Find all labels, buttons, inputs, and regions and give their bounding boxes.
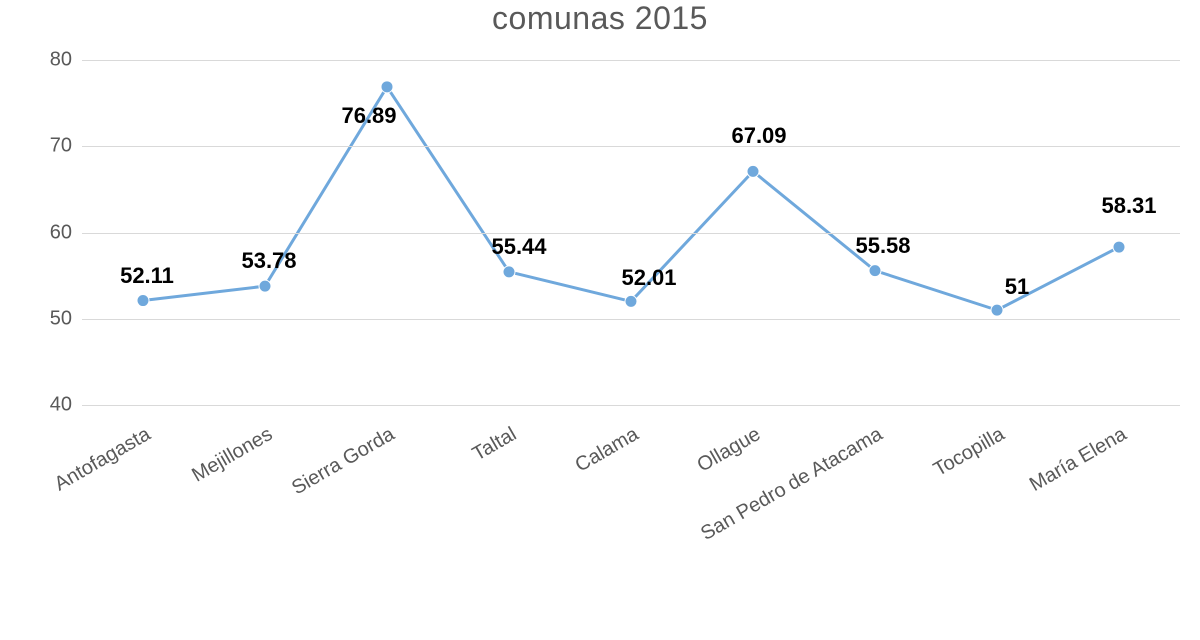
y-tick-label: 40 [50,394,82,417]
data-label: 51 [1005,274,1029,300]
data-label: 58.31 [1101,193,1156,219]
data-marker [1113,241,1125,253]
x-tick-label: María Elena [1026,423,1131,497]
x-tick-label: Sierra Gorda [288,423,399,500]
data-label: 55.44 [491,234,546,260]
data-marker [381,81,393,93]
data-marker [747,165,759,177]
gridline [82,319,1180,320]
chart-area: 4050607080AntofagastaMejillonesSierra Go… [82,60,1180,405]
data-marker [991,304,1003,316]
gridline [82,60,1180,61]
data-label: 52.01 [621,265,676,291]
y-tick-label: 50 [50,307,82,330]
gridline [82,146,1180,147]
x-tick-label: Mejillones [188,423,277,487]
data-label: 67.09 [731,123,786,149]
y-tick-label: 60 [50,221,82,244]
y-tick-label: 80 [50,49,82,72]
data-label: 53.78 [241,248,296,274]
x-tick-label: Ollague [694,423,765,477]
data-label: 55.58 [855,233,910,259]
x-tick-label: Taltal [469,423,521,466]
data-marker [625,295,637,307]
x-tick-label: Antofagasta [51,423,155,496]
data-marker [869,265,881,277]
x-tick-label: Calama [572,423,643,477]
y-tick-label: 70 [50,135,82,158]
data-marker [259,280,271,292]
gridline [82,405,1180,406]
data-marker [137,295,149,307]
data-label: 76.89 [341,103,396,129]
data-label: 52.11 [120,263,174,289]
chart-title: comunas 2015 [0,0,1200,37]
gridline [82,233,1180,234]
x-tick-label: Tocopilla [930,423,1009,482]
data-marker [503,266,515,278]
